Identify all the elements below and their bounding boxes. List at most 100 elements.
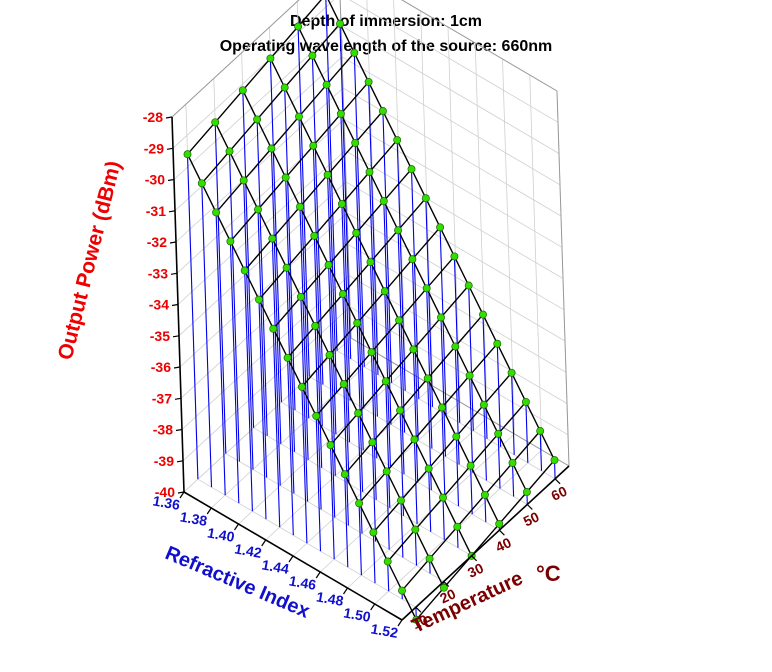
stem xyxy=(497,433,501,489)
data-point xyxy=(423,374,432,383)
data-point xyxy=(266,54,275,63)
stem xyxy=(243,180,254,470)
data-point xyxy=(366,258,375,267)
stem xyxy=(270,148,282,444)
data-point xyxy=(297,382,306,391)
stem xyxy=(286,267,295,494)
stem xyxy=(312,145,323,427)
stem xyxy=(214,122,227,454)
stem xyxy=(484,494,487,523)
data-point xyxy=(324,260,333,269)
data-point xyxy=(268,234,277,243)
data-point xyxy=(309,141,318,150)
data-point xyxy=(480,490,489,499)
stem xyxy=(396,140,406,391)
stem xyxy=(215,212,226,496)
wall-edge xyxy=(401,0,558,92)
data-point xyxy=(364,77,373,86)
stem xyxy=(413,439,418,524)
data-point xyxy=(368,438,377,447)
data-point xyxy=(439,583,448,592)
z-tick-label: -35 xyxy=(150,328,170,344)
z-tick xyxy=(174,397,182,400)
data-point xyxy=(238,86,247,95)
surface-line xyxy=(415,459,556,621)
z-tick-label: -36 xyxy=(151,359,171,375)
data-point xyxy=(326,441,335,450)
y-tick-label: 30 xyxy=(465,560,486,581)
stem xyxy=(397,230,406,433)
z-tick xyxy=(173,366,181,369)
axes: -28-29-30-31-32-33-34-35-36-37-38-39-401… xyxy=(143,109,570,641)
data-point xyxy=(183,150,192,159)
z-tick-label: -40 xyxy=(155,484,175,500)
grid-line xyxy=(210,353,379,509)
stem xyxy=(344,474,349,568)
x-tick-label: 1.44 xyxy=(261,556,291,577)
surface-line xyxy=(387,401,527,562)
data-point xyxy=(339,380,348,389)
data-point xyxy=(379,197,388,206)
data-point xyxy=(225,147,234,156)
x-tick xyxy=(206,507,212,515)
grid-line xyxy=(177,150,346,305)
stem xyxy=(339,23,352,359)
y-tick-label: 10 xyxy=(409,611,430,632)
stem xyxy=(301,386,308,544)
stem xyxy=(368,81,379,375)
z-tick xyxy=(177,491,185,494)
data-point xyxy=(380,287,389,296)
stem xyxy=(525,401,529,463)
data-point xyxy=(398,586,406,595)
data-point xyxy=(397,496,405,505)
y-axis-line xyxy=(401,465,570,621)
data-point xyxy=(425,554,434,563)
surface-line xyxy=(215,52,355,213)
y-axis-label: Temperature xyxy=(409,567,527,638)
x-tick xyxy=(397,619,403,627)
x-tick xyxy=(343,587,348,595)
grid-line xyxy=(346,212,566,342)
z-tick-label: -29 xyxy=(144,140,164,156)
data-point xyxy=(351,138,360,147)
x-tick-label: 1.36 xyxy=(152,492,182,513)
data-point xyxy=(354,409,363,418)
data-point xyxy=(325,351,334,359)
grid-line xyxy=(175,87,344,243)
data-point xyxy=(254,205,262,214)
surface-line xyxy=(186,0,322,155)
stem xyxy=(298,116,310,419)
z-tick-label: -34 xyxy=(149,297,169,313)
stem xyxy=(483,404,487,481)
data-point xyxy=(479,400,488,409)
x-tick-label: 1.40 xyxy=(206,524,236,545)
stem xyxy=(454,346,460,465)
stem xyxy=(285,177,296,452)
data-point xyxy=(479,310,487,319)
grid-line xyxy=(181,275,350,430)
y-tick xyxy=(443,581,450,587)
stem xyxy=(341,203,351,443)
stem xyxy=(358,503,362,576)
stem xyxy=(398,320,405,475)
data-point xyxy=(267,144,276,153)
data-point xyxy=(308,51,317,60)
stem xyxy=(272,328,281,528)
grid-line xyxy=(178,181,347,337)
grid-line xyxy=(309,376,528,505)
y-tick-label: 20 xyxy=(437,585,458,606)
stem xyxy=(340,113,351,401)
wall-edge xyxy=(556,90,570,467)
surface-line xyxy=(315,255,455,417)
data-point xyxy=(294,22,303,31)
stem xyxy=(300,296,309,502)
stem xyxy=(229,241,240,504)
grid-line xyxy=(179,212,348,368)
data-point xyxy=(521,397,530,406)
data-point xyxy=(336,109,345,118)
stem xyxy=(511,372,515,455)
data-point xyxy=(352,229,361,237)
stem xyxy=(313,235,323,468)
surface-line xyxy=(244,110,384,271)
